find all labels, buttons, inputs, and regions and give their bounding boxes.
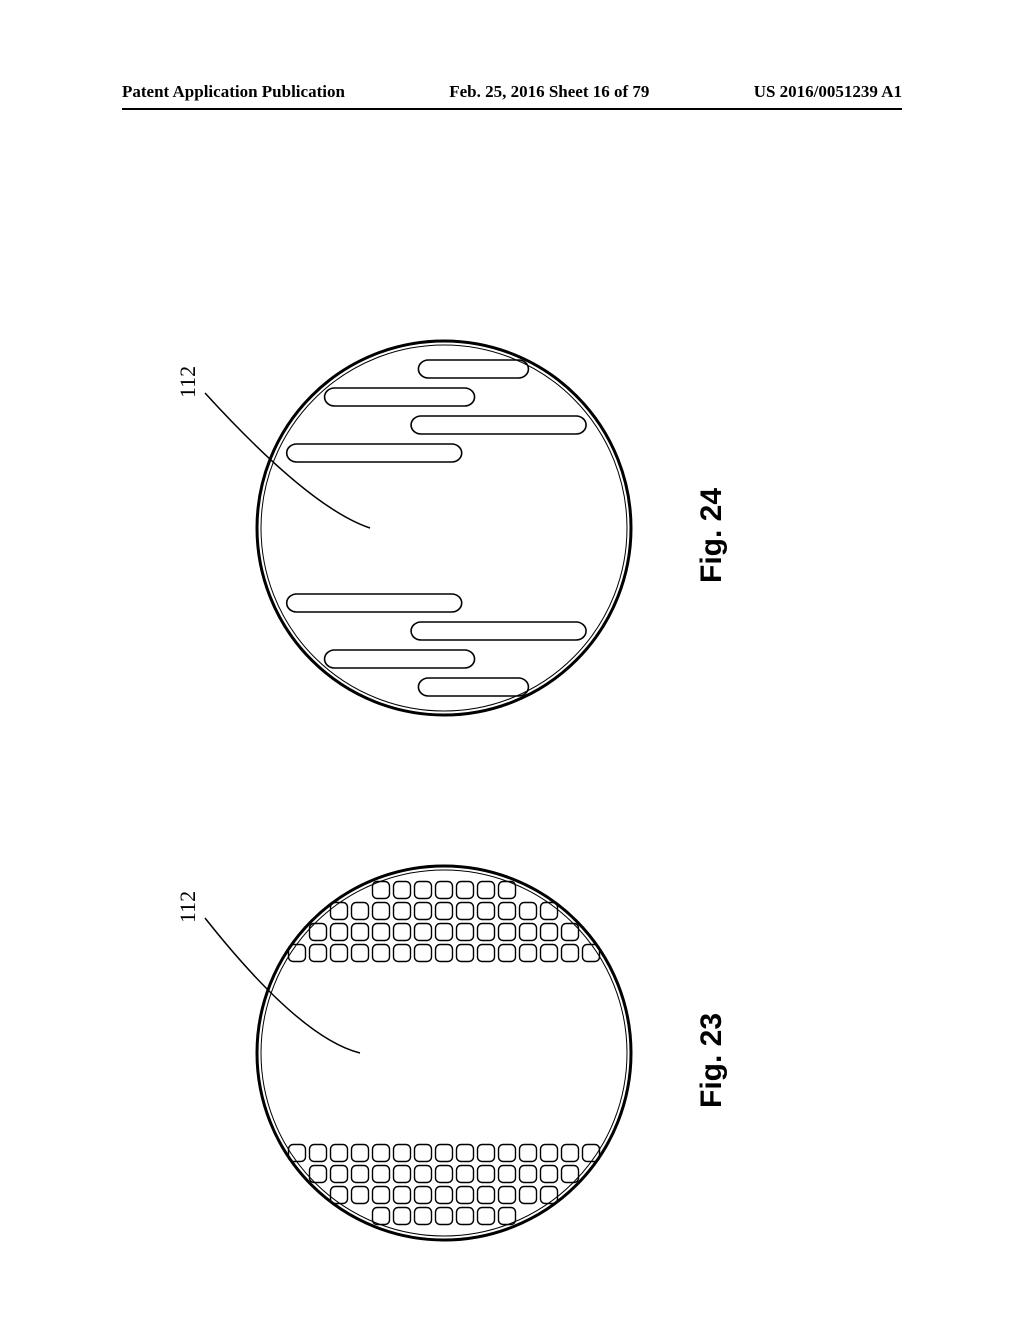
header-left: Patent Application Publication	[122, 82, 345, 102]
header-right: US 2016/0051239 A1	[754, 82, 902, 102]
fig23-ref-label: 112	[175, 891, 201, 923]
page-header: Patent Application Publication Feb. 25, …	[122, 82, 902, 102]
figure-area: 112 Fig. 23 112 Fig. 24	[0, 108, 1024, 1320]
header-center: Feb. 25, 2016 Sheet 16 of 79	[449, 82, 649, 102]
page: Patent Application Publication Feb. 25, …	[0, 0, 1024, 1320]
fig23-caption: Fig. 23	[695, 1013, 729, 1108]
fig24-ref-label: 112	[175, 366, 201, 398]
fig24-caption: Fig. 24	[695, 488, 729, 583]
figures-svg	[0, 108, 1024, 1320]
